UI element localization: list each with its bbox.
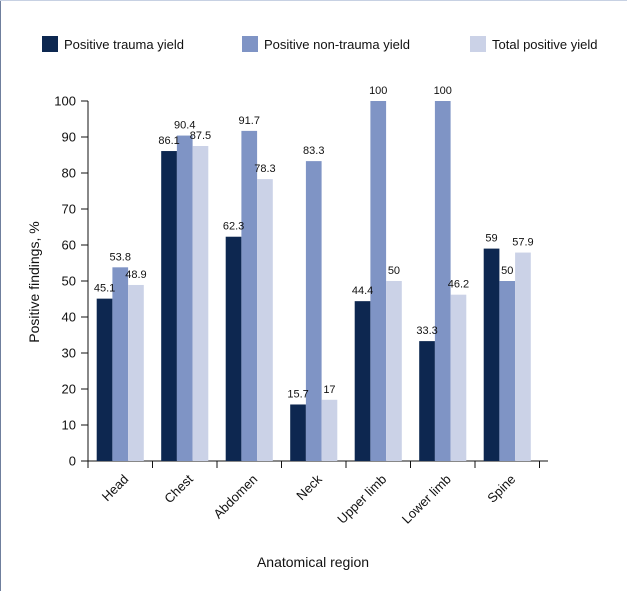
y-tick-label-20: 20 xyxy=(62,382,76,397)
x-category-label-abdomen: Abdomen xyxy=(210,472,260,522)
data-label-lower-limb-series-2: 100 xyxy=(434,85,452,97)
bar-abdomen-series-3 xyxy=(257,179,273,461)
y-tick-label-10: 10 xyxy=(62,418,76,433)
y-tick-label-30: 30 xyxy=(62,346,76,361)
bar-abdomen-series-1 xyxy=(225,236,242,461)
legend-label-2: Positive non-trauma yield xyxy=(264,37,410,52)
data-label-chest-series-2: 90.4 xyxy=(174,120,195,132)
data-label-head-series-3: 48.9 xyxy=(125,269,146,281)
bar-chest-series-2 xyxy=(176,135,193,461)
y-tick-label-80: 80 xyxy=(62,166,76,181)
frame-top-rule xyxy=(0,0,627,1)
legend-swatch-3 xyxy=(470,36,486,52)
y-tick-label-70: 70 xyxy=(62,202,76,217)
data-label-abdomen-series-1: 62.3 xyxy=(223,221,244,233)
bar-spine-series-2 xyxy=(499,281,516,461)
x-category-label-upper-limb: Upper limb xyxy=(334,472,389,527)
bar-spine-series-3 xyxy=(515,252,531,461)
data-label-upper-limb-series-3: 50 xyxy=(388,265,400,277)
data-label-head-series-1: 45.1 xyxy=(94,283,115,295)
y-tick-label-90: 90 xyxy=(62,130,76,145)
bar-upper-limb-series-2 xyxy=(370,101,387,461)
data-label-chest-series-3: 87.5 xyxy=(190,130,211,142)
y-axis-title: Positive findings, % xyxy=(26,221,42,342)
data-label-abdomen-series-3: 78.3 xyxy=(254,163,275,175)
bar-head-series-2 xyxy=(112,267,129,461)
bar-neck-series-1 xyxy=(290,404,306,461)
data-label-neck-series-3: 17 xyxy=(323,384,335,396)
y-tick-label-100: 100 xyxy=(54,94,76,109)
bar-abdomen-series-2 xyxy=(241,130,258,461)
data-label-neck-series-1: 15.7 xyxy=(287,388,308,400)
y-ticks: 0 10 20 30 40 50 60 70 80 90 100 xyxy=(54,94,88,469)
data-label-lower-limb-series-1: 33.3 xyxy=(416,325,437,337)
data-label-abdomen-series-2: 91.7 xyxy=(239,115,260,127)
data-labels: 45.1 53.8 48.9 86.1 90.487.5 62.3 91.7 78.3 15.7… xyxy=(94,85,534,400)
bar-head-series-3 xyxy=(128,284,144,461)
y-tick-label-40: 40 xyxy=(62,310,76,325)
x-category-label-chest: Chest xyxy=(161,471,196,506)
data-label-spine-series-2: 50 xyxy=(501,265,513,277)
x-category-label-spine: Spine xyxy=(484,472,518,506)
bar-lower-limb-series-2 xyxy=(434,101,451,461)
x-category-label-neck: Neck xyxy=(293,471,325,503)
bar-upper-limb-series-3 xyxy=(386,281,402,461)
bar-lower-limb-series-3 xyxy=(450,294,467,461)
bar-upper-limb-series-1 xyxy=(354,301,371,461)
bar-chest-series-1 xyxy=(161,151,177,462)
data-label-spine-series-3: 57.9 xyxy=(512,237,533,249)
legend-swatch-1 xyxy=(42,36,58,52)
data-label-spine-series-1: 59 xyxy=(485,233,497,245)
data-label-neck-series-2: 83.3 xyxy=(303,145,324,157)
bar-spine-series-1 xyxy=(483,248,500,461)
legend: Positive trauma yield Positive non-trauma… xyxy=(42,36,598,52)
bar-neck-series-3 xyxy=(321,399,338,461)
y-tick-label-0: 0 xyxy=(69,454,76,469)
legend-swatch-2 xyxy=(242,36,258,52)
bars xyxy=(96,101,531,462)
legend-label-1: Positive trauma yield xyxy=(64,37,184,52)
bar-head-series-1 xyxy=(96,298,113,461)
data-label-upper-limb-series-1: 44.4 xyxy=(352,285,373,297)
legend-label-3: Total positive yield xyxy=(492,37,598,52)
x-category-label-head: Head xyxy=(99,472,132,505)
bar-lower-limb-series-1 xyxy=(419,341,435,461)
bar-neck-series-2 xyxy=(305,161,322,461)
y-tick-label-50: 50 xyxy=(62,274,76,289)
x-axis-title: Anatomical region xyxy=(257,554,369,570)
data-label-head-series-2: 53.8 xyxy=(110,251,131,263)
data-label-lower-limb-series-3: 46.2 xyxy=(448,279,469,291)
data-label-upper-limb-series-2: 100 xyxy=(369,85,387,97)
bar-chest-series-3 xyxy=(192,146,209,461)
y-tick-label-60: 60 xyxy=(62,238,76,253)
x-category-label-lower-limb: Lower limb xyxy=(399,472,454,527)
data-label-chest-series-1: 86.1 xyxy=(158,135,179,147)
frame-left-rule xyxy=(0,0,1,591)
